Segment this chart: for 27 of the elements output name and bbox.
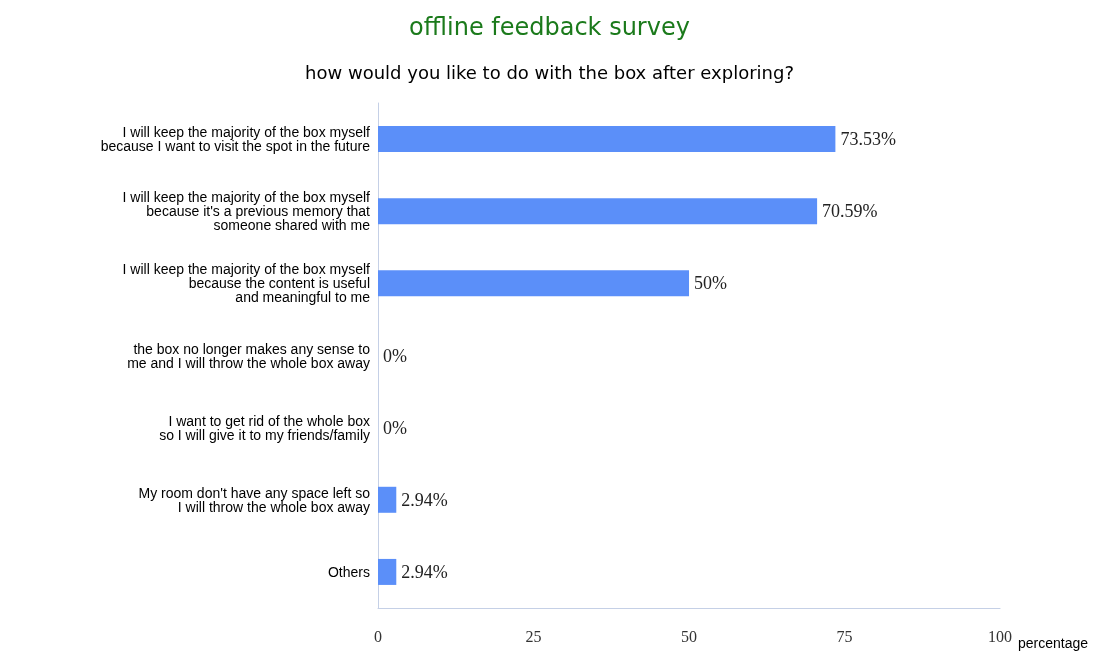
data-label: 2.94% bbox=[401, 561, 448, 582]
data-label: 0% bbox=[383, 345, 407, 366]
data-label: 2.94% bbox=[401, 489, 448, 510]
y-tick-label: I want to get rid of the whole box so I will give it to my friends/family bbox=[159, 412, 370, 443]
y-tick-label: I will keep the majority of the box myself because I want to visit the spot in the future bbox=[100, 124, 371, 155]
data-label: 0% bbox=[383, 417, 407, 438]
x-axis-title: percentage bbox=[1017, 635, 1089, 651]
data-label: 73.53% bbox=[840, 129, 896, 150]
x-tick-label: 100 bbox=[988, 627, 1013, 645]
data-label: 70.59% bbox=[822, 201, 878, 222]
y-tick-label: I will keep the majority of the box myself because the content is useful and meaningful to me bbox=[122, 261, 371, 306]
y-tick-label: My room don't have any space left so I will throw the whole box away bbox=[138, 484, 371, 515]
x-tick-label: 25 bbox=[525, 627, 542, 645]
data-label: 50% bbox=[694, 273, 728, 294]
chart-subtitle: how would you like to do with the box after exploring? bbox=[305, 61, 794, 83]
y-tick-label: Others bbox=[327, 563, 370, 580]
x-tick-label: 75 bbox=[836, 627, 853, 645]
bar bbox=[378, 126, 836, 153]
y-tick-label: I will keep the majority of the box myself because it's a previous memory that someone shared with me bbox=[122, 189, 371, 234]
bar bbox=[378, 198, 818, 225]
chart-title: offline feedback survey bbox=[409, 13, 690, 41]
x-tick-label: 0 bbox=[374, 627, 382, 645]
bar bbox=[378, 486, 397, 513]
bar bbox=[378, 558, 397, 585]
bar bbox=[378, 270, 690, 297]
y-tick-label: the box no longer makes any sense to me and I will throw the whole box away bbox=[127, 340, 371, 371]
x-tick-label: 50 bbox=[681, 627, 698, 645]
